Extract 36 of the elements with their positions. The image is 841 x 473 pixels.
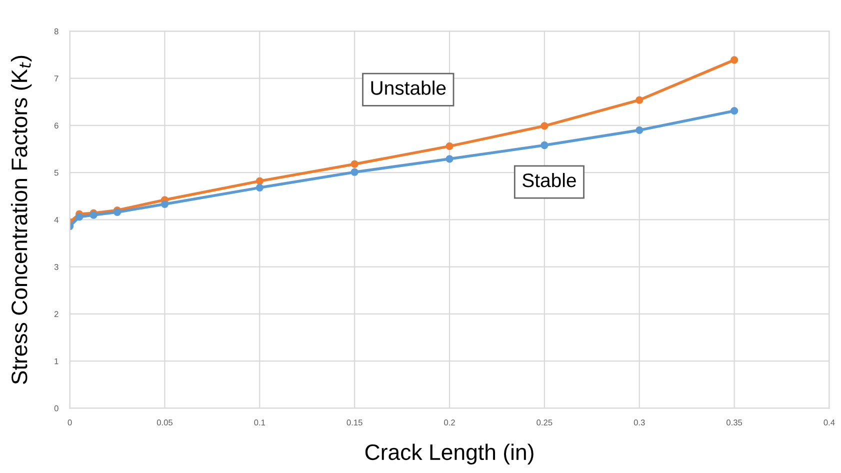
- point: [730, 107, 738, 115]
- x-tick-label: 0.4: [824, 420, 835, 426]
- point: [540, 122, 548, 130]
- point: [446, 155, 454, 163]
- y-tick-label: 5: [54, 170, 58, 176]
- x-tick-label: 0.15: [346, 420, 362, 426]
- x-tick-label: 0.05: [156, 420, 172, 426]
- y-tick-label: 0: [54, 405, 58, 412]
- annotation: Unstable: [371, 80, 446, 95]
- x-tick-label: 0.3: [634, 420, 645, 426]
- y-tick-label: 7: [54, 76, 58, 82]
- y-tick-label: 2: [54, 311, 58, 317]
- y-tick-label: 4: [54, 216, 58, 223]
- x-tick-label: 0.25: [536, 420, 552, 426]
- x-tick-label: 0: [68, 420, 72, 426]
- point: [636, 126, 644, 134]
- x-tick-label: 0.2: [444, 420, 455, 426]
- y-tick-label: 8: [54, 28, 58, 34]
- point: [256, 184, 264, 192]
- x-axis-title: Crack Length (in): [365, 444, 534, 464]
- point: [350, 160, 358, 168]
- annotation: Stable: [522, 172, 576, 188]
- point: [730, 56, 738, 64]
- point: [446, 142, 454, 150]
- point: [75, 213, 84, 221]
- x-tick-label: 0.35: [726, 420, 742, 426]
- point: [350, 168, 358, 176]
- y-tick-label: 6: [54, 122, 58, 129]
- point: [636, 96, 644, 104]
- point: [540, 141, 548, 150]
- point: [256, 177, 264, 185]
- y-tick-label: 3: [54, 264, 58, 270]
- y-tick-label: 1: [54, 358, 58, 364]
- point: [160, 200, 169, 208]
- y-axis-title: Stress Concentration Factors (K$_{t}$): [10, 56, 32, 384]
- x-tick-label: 0.1: [254, 420, 266, 426]
